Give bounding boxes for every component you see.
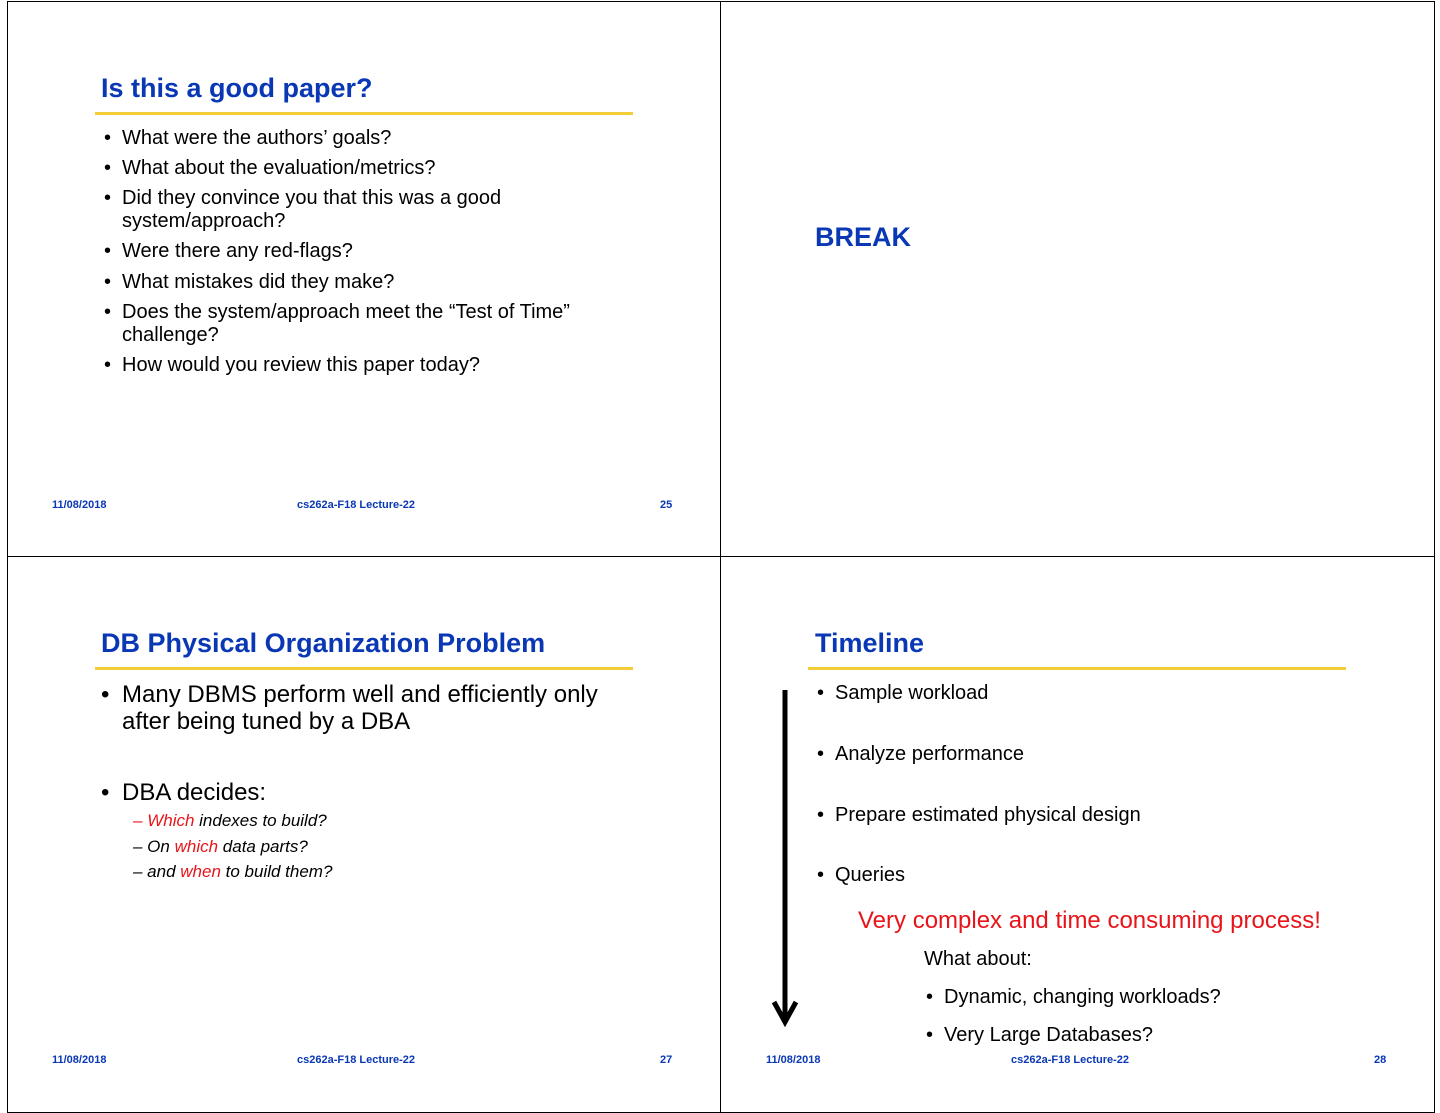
bullet-icon: • [101, 681, 110, 708]
bullet-icon: • [104, 240, 112, 262]
timeline-arrow-icon [771, 690, 799, 1028]
bullet-text: challenge? [122, 324, 219, 346]
bullet-icon: • [926, 1024, 934, 1046]
bullet-text: after being tuned by a DBA [122, 708, 411, 735]
emphasis-text: Very complex and time consuming process! [858, 907, 1321, 934]
bullet-text: DBA decides: [122, 779, 267, 806]
bullet-icon: • [104, 127, 112, 149]
bullet-icon: • [104, 301, 112, 323]
footer-page: 28 [1374, 1054, 1387, 1066]
sub-item: – and when to build them? [133, 862, 333, 881]
footer-date: 11/08/2018 [52, 1054, 107, 1066]
footer-date: 11/08/2018 [766, 1054, 821, 1066]
bullet-icon: • [104, 354, 112, 376]
title-underline [95, 667, 633, 670]
title-underline [95, 112, 633, 115]
bullet-icon: • [817, 743, 825, 765]
bullet-text: How would you review this paper today? [122, 354, 480, 376]
slide-title: Is this a good paper? [101, 73, 373, 103]
bullet-icon: • [926, 986, 934, 1008]
bullet-text: Many DBMS perform well and efficiently o… [122, 681, 598, 708]
what-about-label: What about: [924, 948, 1032, 970]
bullet-text: Dynamic, changing workloads? [944, 986, 1221, 1008]
bullet-text: Queries [835, 864, 906, 886]
bullet-text: Did they convince you that this was a go… [122, 187, 502, 209]
bullet-text: system/approach? [122, 210, 286, 232]
footer-course: cs262a-F18 Lecture-22 [297, 499, 416, 511]
footer-date: 11/08/2018 [52, 499, 107, 511]
sub-item: – On which data parts? [133, 837, 308, 856]
slide-title: DB Physical Organization Problem [101, 628, 546, 658]
bullet-icon: • [817, 864, 825, 886]
break-title: BREAK [815, 222, 912, 252]
slide-title: Timeline [815, 628, 925, 658]
bullet-text: Very Large Databases? [944, 1024, 1154, 1046]
footer-course: cs262a-F18 Lecture-22 [297, 1054, 416, 1066]
bullet-text: Were there any red-flags? [122, 240, 353, 262]
bullet-text: What mistakes did they make? [122, 271, 395, 293]
bullet-icon: • [104, 187, 112, 209]
footer-course: cs262a-F18 Lecture-22 [1011, 1054, 1130, 1066]
footer-page: 25 [660, 499, 673, 511]
bullet-icon: • [101, 779, 110, 806]
bullet-text: Prepare estimated physical design [835, 804, 1141, 826]
bullet-text: What about the evaluation/metrics? [122, 157, 436, 179]
bullet-icon: • [104, 157, 112, 179]
bullet-icon: • [817, 682, 825, 704]
sub-item: – Which indexes to build? [133, 811, 327, 830]
bullet-icon: • [104, 271, 112, 293]
bullet-text: Does the system/approach meet the “Test … [122, 301, 570, 323]
title-underline [808, 667, 1346, 670]
bullet-text: Sample workload [835, 682, 989, 704]
footer-page: 27 [660, 1054, 673, 1066]
bullet-text: Analyze performance [835, 743, 1024, 765]
bullet-text: What were the authors’ goals? [122, 127, 392, 149]
bullet-icon: • [817, 804, 825, 826]
slide-break [720, 1, 1435, 557]
